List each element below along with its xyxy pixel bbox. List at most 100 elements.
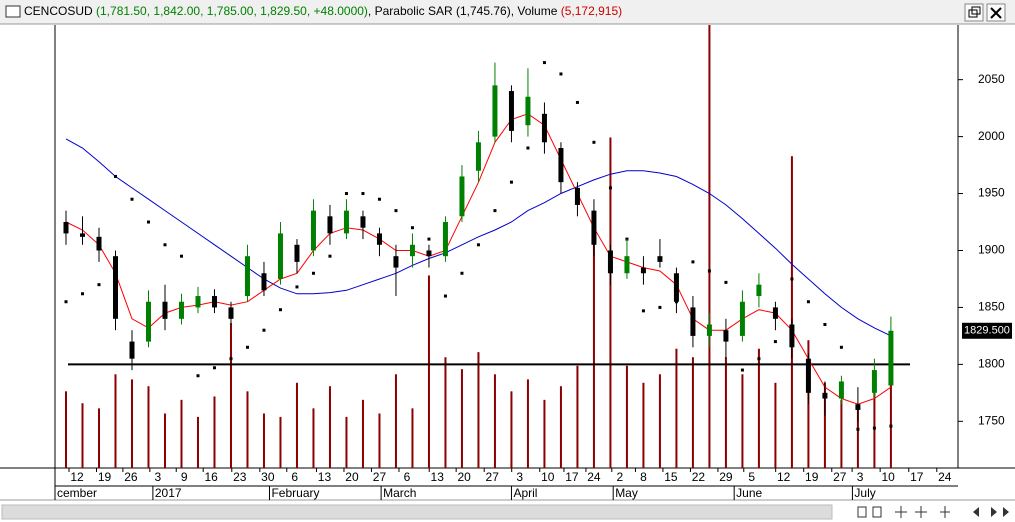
volume-bar — [625, 365, 628, 468]
volume-bar — [229, 323, 232, 468]
sar-dot — [229, 357, 233, 361]
volume-bar — [741, 374, 744, 468]
x-tick-label: 6 — [291, 470, 298, 484]
x-tick-label: 13 — [431, 470, 445, 484]
volume-bar — [246, 391, 249, 468]
sar-dot — [146, 220, 150, 224]
candle-body — [525, 96, 531, 126]
volume-bar — [295, 382, 298, 468]
x-tick-label: 12 — [777, 470, 791, 484]
candle-body — [360, 216, 366, 228]
candle-body — [178, 301, 184, 319]
sar-dot — [361, 192, 365, 196]
sar-dot — [575, 100, 579, 104]
volume-bar — [427, 275, 430, 468]
ohlc-text: (1,781.50, 1,842.00, 1,785.00, 1,829.50,… — [96, 4, 368, 18]
candle-body — [822, 392, 828, 399]
sar-dot — [212, 366, 216, 370]
volume-bar — [642, 382, 645, 468]
volume-bar — [213, 396, 216, 468]
month-label: March — [383, 486, 416, 500]
volume-bar — [609, 137, 612, 468]
toolbar-icons[interactable] — [857, 506, 1009, 518]
candle-body — [673, 273, 679, 302]
volume-bar — [708, 25, 711, 468]
sar-dot — [64, 300, 68, 304]
candle-body — [442, 222, 448, 257]
month-label: April — [513, 486, 537, 500]
sar-label: Parabolic SAR — [375, 4, 453, 18]
x-tick-label: 17 — [910, 470, 924, 484]
candle-body — [261, 273, 267, 291]
candle-body — [855, 404, 861, 410]
sar-dot — [559, 72, 563, 76]
sar-dot — [196, 374, 200, 378]
candle-body — [277, 233, 283, 279]
candle-body — [541, 113, 547, 143]
x-tick-label: 24 — [587, 470, 601, 484]
y-tick-label: 2050 — [978, 72, 1005, 86]
y-tick-label: 1950 — [978, 186, 1005, 200]
candle-body — [888, 330, 894, 386]
candle-body — [690, 307, 696, 336]
volume-bar — [196, 416, 199, 468]
x-tick-label: 16 — [205, 470, 219, 484]
candle-body — [145, 301, 151, 342]
sar-dot — [328, 254, 332, 258]
restore-button[interactable] — [964, 3, 984, 22]
sar-dot — [493, 209, 497, 213]
x-tick-label: 27 — [833, 470, 847, 484]
x-tick-label: 30 — [261, 470, 275, 484]
candle-body — [789, 324, 795, 348]
month-label: June — [736, 486, 762, 500]
volume-bar — [576, 365, 579, 468]
scrollbar[interactable] — [1, 504, 833, 520]
x-tick-label: 24 — [938, 470, 952, 484]
candle-body — [244, 256, 250, 297]
x-tick-label: 27 — [373, 470, 387, 484]
volume-bar — [180, 399, 183, 468]
x-tick-label: 13 — [318, 470, 332, 484]
candle-body — [492, 85, 498, 137]
sar-dot — [311, 271, 315, 275]
sar-dot — [130, 197, 134, 201]
candle-body — [607, 250, 613, 274]
close-button[interactable] — [986, 3, 1006, 22]
sar-dot — [658, 305, 662, 309]
volume-bar — [873, 391, 876, 468]
sar-dot — [889, 424, 893, 428]
candle-body — [475, 142, 481, 171]
x-tick-label: 9 — [181, 470, 188, 484]
x-tick-label: 20 — [345, 470, 359, 484]
candle-body — [327, 216, 333, 234]
y-tick-label: 1850 — [978, 300, 1005, 314]
candle-body — [426, 250, 432, 257]
sar-dot — [113, 174, 117, 178]
candle-body — [706, 324, 712, 336]
sar-dot — [427, 237, 431, 241]
month-label: July — [854, 486, 875, 500]
sar-dot — [542, 61, 546, 65]
x-tick-label: 22 — [692, 470, 706, 484]
sar-dot — [872, 426, 876, 430]
sar-dot — [691, 260, 695, 264]
candle-body — [723, 330, 729, 342]
sar-dot — [410, 226, 414, 230]
volume-bar — [856, 408, 859, 468]
x-tick-label: 12 — [70, 470, 84, 484]
sar-dot — [278, 308, 282, 312]
month-label: February — [271, 486, 319, 500]
volume-bar — [493, 374, 496, 468]
sar-dot — [608, 186, 612, 190]
volume-bar — [510, 391, 513, 468]
volume-label: Volume — [517, 4, 557, 18]
window-icon — [5, 5, 21, 18]
candle-body — [129, 341, 135, 359]
volume-bar — [823, 382, 826, 468]
x-tick-label: 3 — [857, 470, 864, 484]
title-bar — [0, 0, 1015, 24]
volume-bar — [147, 386, 150, 468]
